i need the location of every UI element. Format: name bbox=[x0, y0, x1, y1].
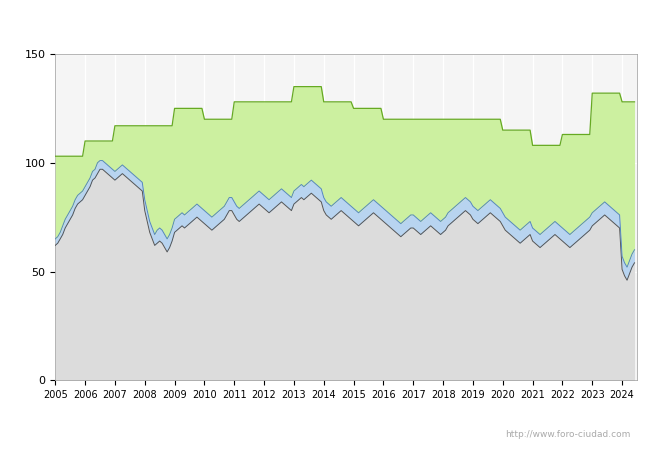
Text: Vilopriu - Evolucion de la poblacion en edad de Trabajar Mayo de 2024: Vilopriu - Evolucion de la poblacion en … bbox=[107, 17, 559, 30]
Text: http://www.foro-ciudad.com: http://www.foro-ciudad.com bbox=[505, 430, 630, 439]
